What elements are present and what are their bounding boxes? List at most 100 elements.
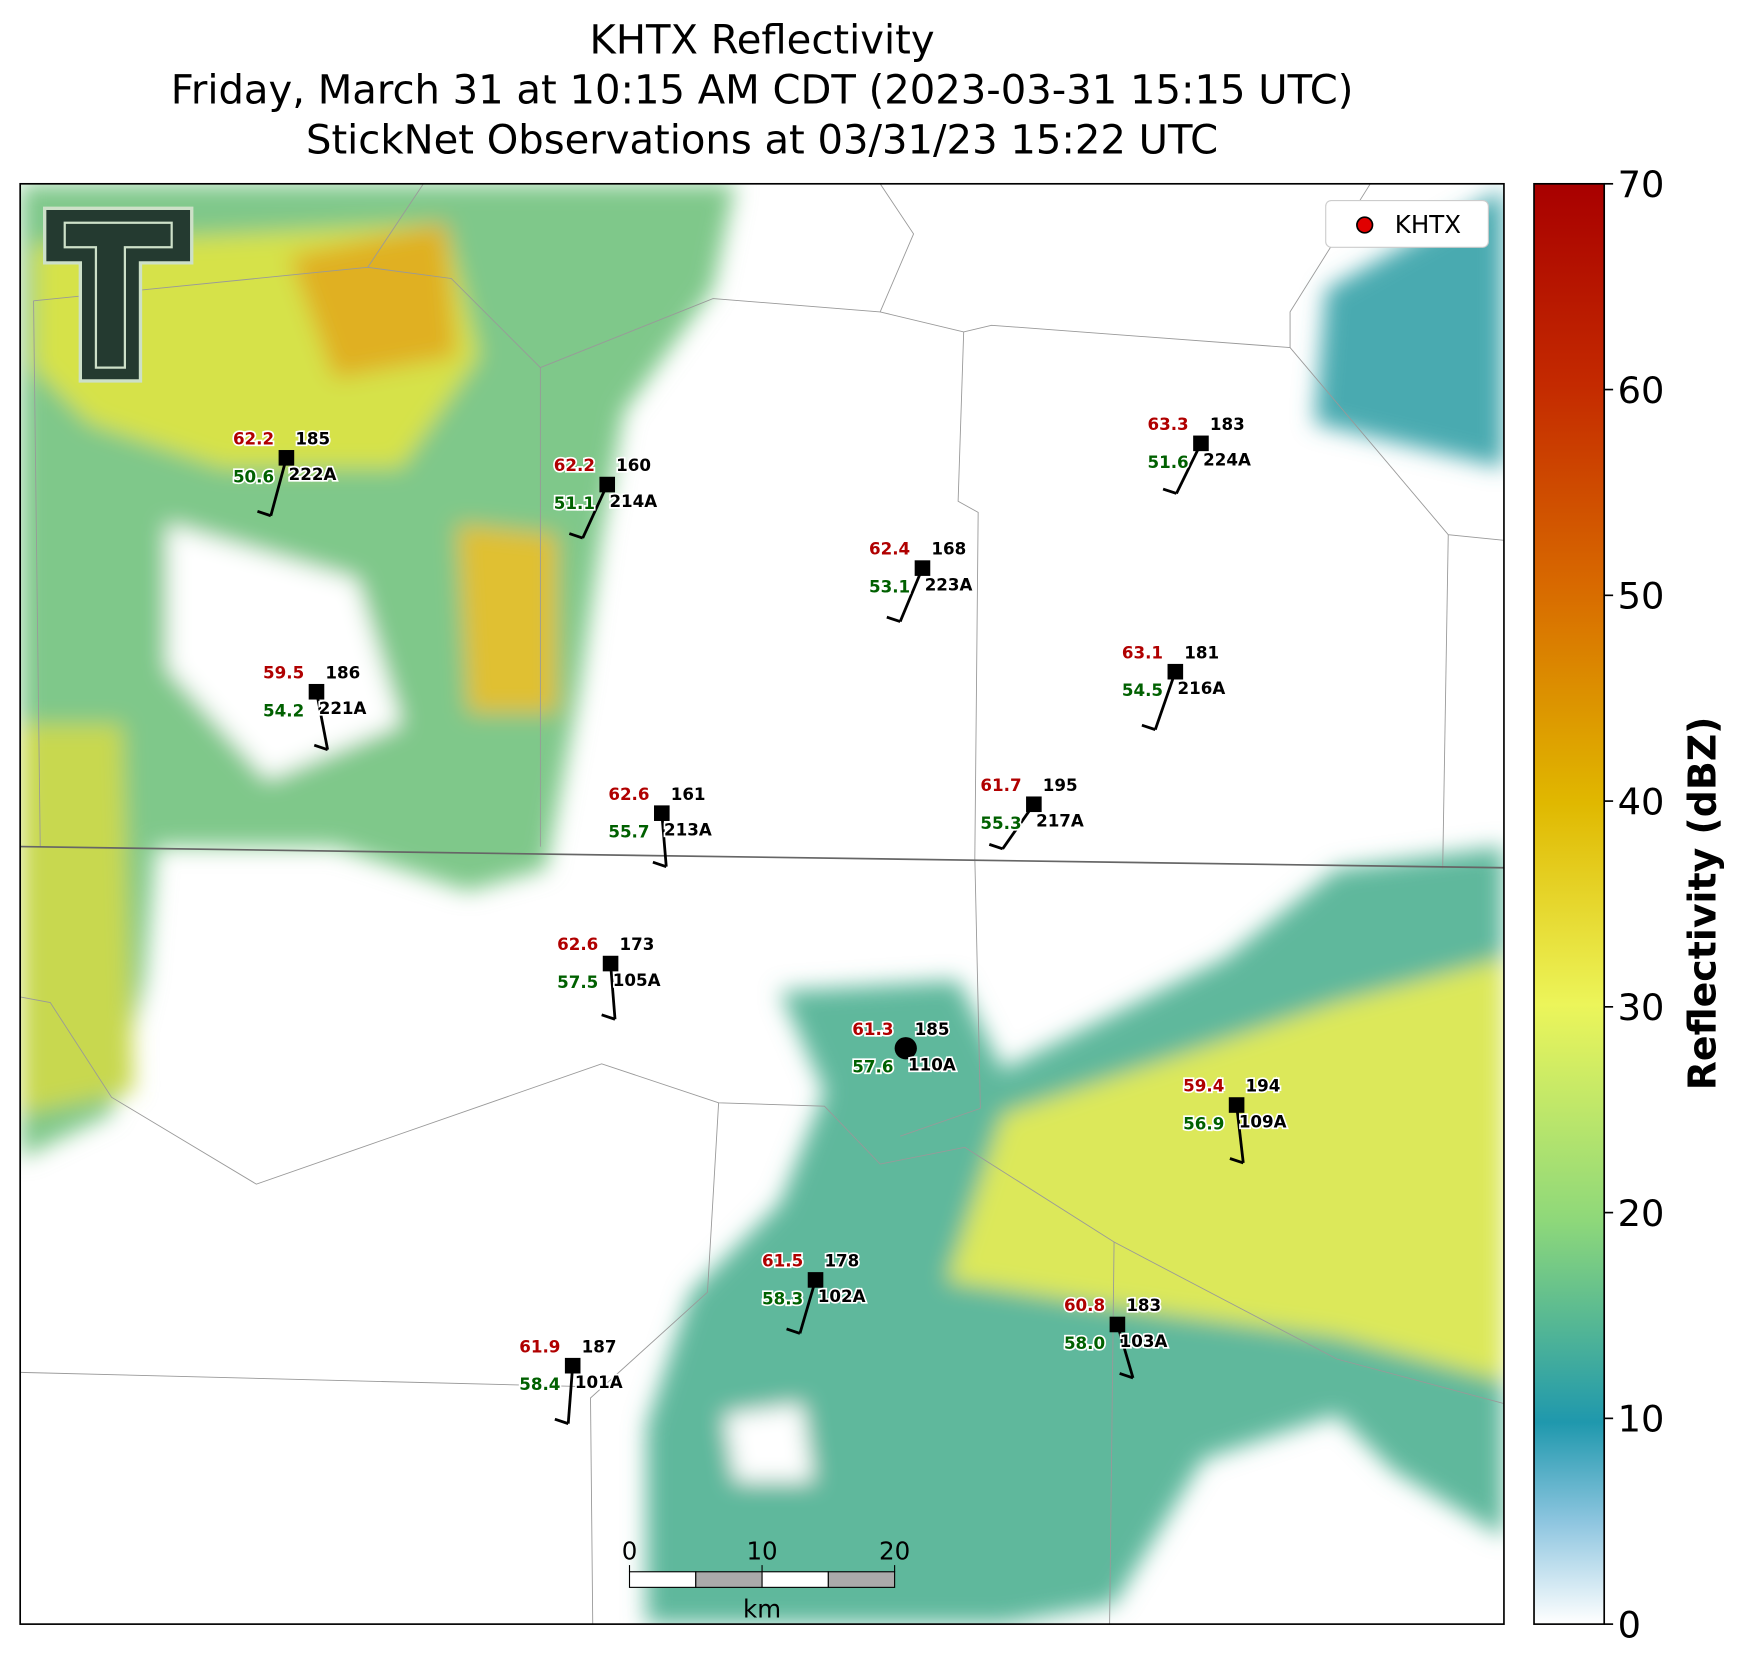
legend-label: KHTX — [1395, 210, 1461, 239]
station-id: 217A — [1036, 811, 1084, 831]
station-id: 101A — [575, 1372, 623, 1392]
dewpoint: 54.2 — [263, 700, 304, 720]
colorbar-tick-label: 70 — [1618, 163, 1665, 206]
scale-segment — [827, 1571, 896, 1588]
dewpoint: 56.9 — [1183, 1114, 1224, 1134]
title: KHTX Reflectivity Friday, March 31 at 10… — [171, 17, 1354, 163]
wind-barb-flag — [568, 532, 584, 540]
colorbar-tick-label: 0 — [1618, 1603, 1641, 1646]
colorbar-tick-label: 30 — [1618, 986, 1665, 1029]
temperature: 62.2 — [554, 455, 595, 475]
scale-segment — [761, 1571, 829, 1588]
station-value: 168 — [931, 539, 966, 559]
temperature: 61.9 — [519, 1336, 560, 1356]
station-value: 185 — [295, 428, 330, 448]
station-marker — [278, 450, 295, 466]
scale-tick-label: 10 — [746, 1537, 777, 1566]
dewpoint: 55.3 — [980, 813, 1021, 833]
wind-barb-flag — [988, 843, 1004, 851]
dewpoint: 57.6 — [852, 1057, 893, 1077]
station-id: 221A — [319, 698, 367, 718]
dewpoint: 58.3 — [762, 1288, 803, 1308]
wind-barb — [1175, 442, 1203, 495]
scale-segment — [628, 1571, 697, 1588]
wind-barb-flag — [601, 1013, 616, 1021]
station-value: 161 — [671, 784, 706, 804]
wind-barb — [566, 1365, 575, 1424]
temperature: 59.5 — [263, 662, 304, 682]
station-marker — [914, 560, 931, 576]
dewpoint: 54.5 — [1122, 680, 1163, 700]
colorbar-tick-label: 10 — [1618, 1398, 1665, 1441]
temperature: 62.6 — [557, 934, 598, 954]
legend-marker — [1356, 216, 1374, 234]
wind-barb-flag — [1141, 723, 1156, 731]
colorbar-tick-label: 20 — [1618, 1192, 1665, 1235]
station-id: 102A — [818, 1286, 866, 1306]
temperature: 60.8 — [1064, 1295, 1105, 1315]
scale-unit: km — [743, 1594, 781, 1623]
dewpoint: 51.6 — [1147, 452, 1188, 472]
station-marker — [308, 683, 325, 700]
wind-barb — [609, 963, 617, 1020]
temperature: 61.5 — [762, 1251, 803, 1271]
wind-barb-flag — [786, 1327, 801, 1335]
dewpoint: 58.0 — [1064, 1333, 1105, 1353]
station-id: 103A — [1120, 1331, 1168, 1351]
station-marker — [1193, 435, 1209, 452]
wind-barb — [581, 483, 609, 539]
station-marker — [1026, 796, 1042, 813]
station-marker — [564, 1357, 581, 1374]
state-line — [20, 845, 1504, 869]
temperature: 62.2 — [233, 428, 274, 448]
station-id: 214A — [609, 491, 657, 511]
dewpoint: 51.1 — [554, 493, 595, 513]
station-value: 181 — [1184, 642, 1219, 662]
temperature: 61.7 — [980, 775, 1021, 795]
station-marker — [807, 1272, 824, 1288]
reflectivity-field — [20, 183, 1504, 1625]
dewpoint: 50.6 — [233, 466, 274, 486]
wind-barb — [1235, 1104, 1245, 1164]
wind-barb-flag — [313, 743, 329, 752]
colorbar-tick-label: 50 — [1618, 575, 1665, 618]
stations: 62.2 185 50.6 222A 62.2 160 51.1 214A 62.4 168 53.… — [231, 412, 1288, 1425]
wind-barb-flag — [1162, 487, 1177, 495]
wind-barb — [898, 567, 924, 623]
dewpoint: 58.4 — [519, 1374, 560, 1394]
colorbar-label: Reflectivity (dBZ) — [1681, 717, 1725, 1091]
colorbar-tick-label: 60 — [1618, 369, 1665, 412]
station-value: 183 — [1210, 414, 1245, 434]
temperature: 63.1 — [1122, 642, 1163, 662]
temperature: 62.6 — [608, 784, 649, 804]
temperature: 61.3 — [852, 1019, 893, 1039]
wind-barb-flag — [257, 509, 272, 518]
station-marker — [602, 955, 619, 972]
wind-barb — [1153, 671, 1177, 731]
temperature: 63.3 — [1147, 414, 1188, 434]
wind-barb — [315, 691, 329, 750]
wind-barb-flag — [1229, 1157, 1244, 1165]
station-id: 216A — [1178, 678, 1226, 698]
station-marker — [1109, 1316, 1126, 1333]
wind-barb-flag — [1119, 1372, 1134, 1380]
colorbar-tick-label: 40 — [1618, 780, 1665, 823]
station-id: 110A — [908, 1054, 956, 1074]
station-marker — [654, 805, 670, 821]
station-value: 187 — [582, 1336, 617, 1356]
station-id: 109A — [1239, 1111, 1287, 1131]
scale-tick-label: 20 — [879, 1537, 910, 1566]
station-id: 213A — [664, 819, 712, 839]
scale-bar: 0 10 20 km — [622, 1537, 911, 1624]
station-marker — [1228, 1097, 1245, 1113]
county-lines — [20, 183, 1505, 1625]
station-value: 186 — [325, 662, 360, 682]
map-frame — [19, 182, 1505, 1625]
title-line: StickNet Observations at 03/31/23 15:22 … — [306, 118, 1218, 164]
wind-barb-flag — [554, 1417, 569, 1425]
station-value: 195 — [1043, 775, 1078, 795]
station-value: 178 — [824, 1251, 859, 1271]
station-value: 173 — [619, 934, 654, 954]
station-value: 183 — [1126, 1295, 1161, 1315]
